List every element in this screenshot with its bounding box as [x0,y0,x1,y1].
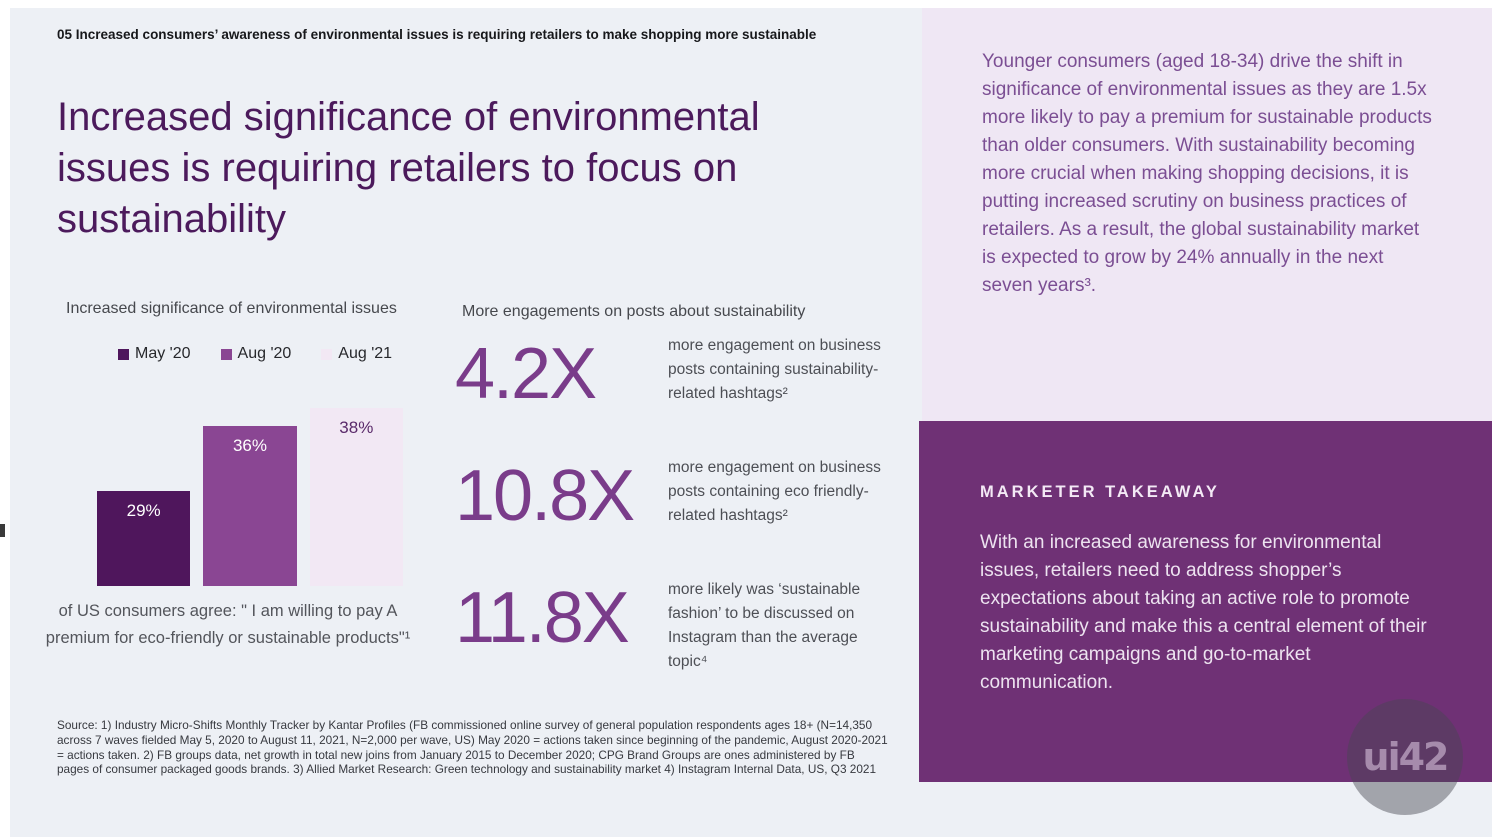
stat-value: 11.8X [455,578,630,658]
stat-value: 4.2X [455,334,597,414]
bar-value-label: 29% [126,501,161,520]
legend-swatch [220,348,232,360]
stat-row: 10.8X more engagement on business posts … [455,456,900,566]
legend-label: May '20 [135,345,191,362]
legend-swatch [118,348,129,360]
chart-bar-aug20: 36% [203,426,297,586]
source-note: Source: 1) Industry Micro-Shifts Monthly… [57,718,888,777]
chart-legend: May '20 Aug '20 Aug '21 [118,345,392,363]
takeaway-heading: MARKETER TAKEAWAY [980,483,1220,501]
slide-kicker: 05 Increased consumers’ awareness of env… [57,27,817,42]
stat-row: 4.2X more engagement on business posts c… [455,334,900,444]
edge-artifact [0,524,5,537]
logo-badge: ui42 [1347,699,1463,815]
stats-title: More engagements on posts about sustaina… [462,303,806,320]
stat-description: more engagement on business posts contai… [668,337,881,402]
stat-description: more likely was ‘sustainable fashion’ to… [668,581,861,670]
stat-description: more engagement on business posts contai… [668,459,881,524]
page-title: Increased significance of environmental … [57,95,760,241]
bar-value-label: 38% [339,418,374,437]
chart-bar-may20: 29% [97,491,191,586]
stat-value: 10.8X [455,456,635,536]
legend-label: Aug '20 [237,345,292,362]
chart-caption: of US consumers agree: " I am willing to… [45,602,411,647]
bar-value-label: 36% [232,436,267,455]
takeaway-text: With an increased awareness for environm… [980,532,1427,693]
legend-item: Aug '20 [220,345,292,363]
chart-bar-aug21: 38% [309,408,403,586]
legend-swatch [321,348,333,360]
insight-panel: Younger consumers (aged 18-34) drive the… [922,8,1492,421]
legend-item: Aug '21 [321,345,392,363]
chart-title: Increased significance of environmental … [66,300,397,317]
ui42-logo: ui42 [1362,735,1450,779]
stat-row: 11.8X more likely was ‘sustainable fashi… [455,578,900,688]
insight-text: Younger consumers (aged 18-34) drive the… [982,51,1432,296]
legend-item: May '20 [118,345,191,363]
takeaway-panel: MARKETER TAKEAWAY With an increased awar… [919,421,1492,782]
legend-label: Aug '21 [338,345,393,362]
bar-chart: 29% 36% 38% [97,400,403,586]
